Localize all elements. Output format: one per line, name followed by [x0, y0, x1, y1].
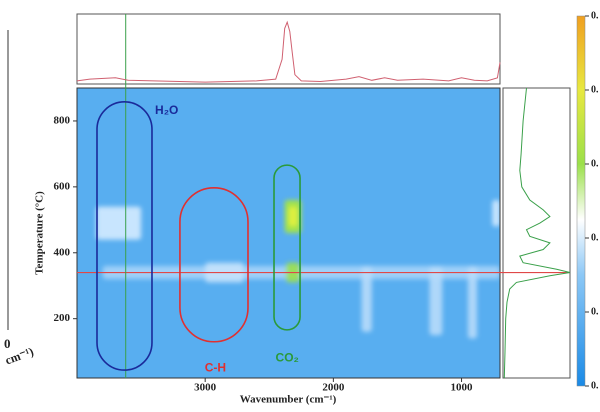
colorbar [576, 15, 586, 387]
x-tick-label: 3000 [194, 382, 217, 394]
colorbar-label: 0. [591, 232, 599, 243]
heat-spot [288, 206, 298, 227]
main-frame [76, 87, 501, 379]
colorbar-label: 0. [591, 10, 599, 21]
top-spectrum-line [76, 20, 501, 83]
heat-spot [492, 200, 500, 227]
y-tick-label: 600 [54, 180, 71, 192]
y-tick-label: 400 [54, 246, 71, 258]
side-profile-line [503, 87, 571, 379]
heat-spot [361, 265, 372, 332]
side-frame [502, 87, 571, 379]
region-label: H₂O [155, 103, 178, 117]
x-axis-label: Wavenumber (cm⁻¹) [240, 394, 337, 406]
region-label: CO₂ [276, 350, 299, 364]
region-outline [96, 101, 153, 371]
region-label: C-H [205, 360, 226, 374]
heatmap [77, 88, 500, 378]
region-outline [273, 164, 301, 331]
heat-spot [96, 206, 142, 240]
colorbar-label: 0. [591, 380, 599, 391]
top-frame [76, 13, 501, 85]
heat-spot [429, 265, 443, 336]
fragment: 0 [4, 336, 11, 351]
x-tick-label: 1000 [451, 382, 474, 394]
y-tick-label: 200 [54, 312, 71, 324]
colorbar-label: 0. [591, 158, 599, 169]
heat-spot [467, 265, 477, 339]
colorbar-label: 0. [591, 84, 599, 95]
y-tick-label: 800 [54, 114, 71, 126]
colorbar-label: 0. [591, 306, 599, 317]
x-tick-label: 2000 [322, 382, 345, 394]
y-axis-label: Temperature (°C) [34, 191, 46, 275]
region-outline [179, 187, 249, 343]
